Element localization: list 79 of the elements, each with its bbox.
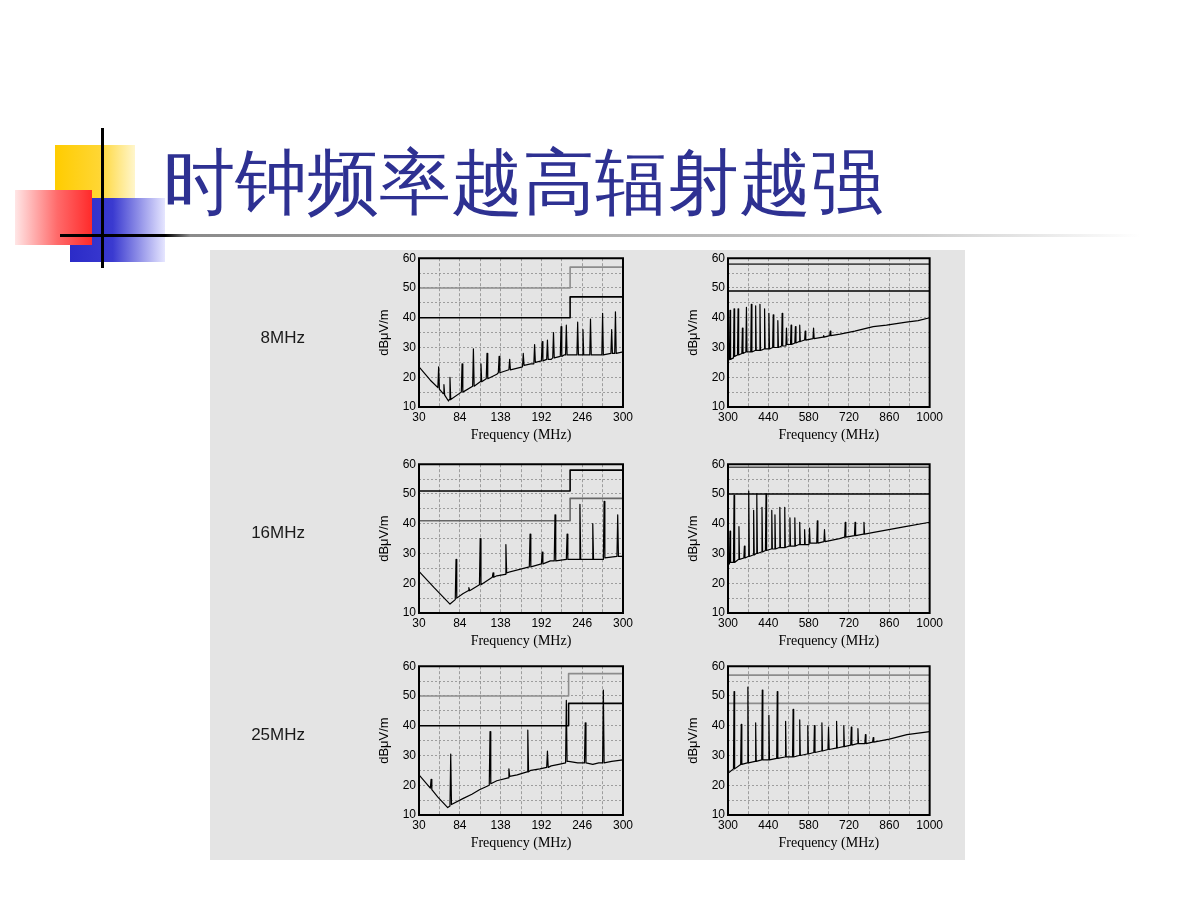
- x-tick-label: 720: [838, 817, 860, 832]
- y-tick-label: 40: [711, 516, 726, 531]
- x-tick-label: 580: [798, 615, 819, 630]
- x-tick-label: 246: [572, 409, 593, 424]
- x-tick-label: 246: [572, 615, 593, 630]
- y-axis-title: dBμV/m: [376, 515, 392, 562]
- y-tick-label: 30: [711, 545, 726, 560]
- y-tick-label: 40: [711, 310, 726, 325]
- y-tick-label: 20: [402, 575, 417, 590]
- x-tick-label: 138: [490, 615, 511, 630]
- x-tick-label: 1000: [916, 409, 944, 424]
- x-axis-title: Frequency (MHz): [778, 427, 880, 444]
- x-tick-label: 440: [758, 409, 779, 424]
- x-tick-label: 720: [838, 409, 860, 424]
- y-tick-label: 30: [711, 747, 726, 762]
- x-tick-label: 440: [758, 817, 779, 832]
- y-tick-label: 40: [711, 718, 726, 733]
- x-axis-title: Frequency (MHz): [470, 427, 572, 444]
- y-tick-label: 20: [402, 777, 417, 792]
- x-tick-label: 440: [758, 615, 779, 630]
- y-tick-label: 40: [402, 516, 417, 531]
- x-tick-label: 138: [490, 409, 511, 424]
- y-axis-title: dBμV/m: [685, 515, 701, 562]
- x-tick-label: 300: [717, 409, 739, 424]
- x-tick-label: 192: [531, 817, 552, 832]
- y-tick-label: 60: [711, 456, 726, 471]
- y-tick-label: 60: [402, 250, 417, 265]
- x-tick-label: 138: [490, 817, 511, 832]
- y-axis-title: dBμV/m: [685, 717, 701, 764]
- y-tick-label: 20: [402, 369, 417, 384]
- y-tick-label: 50: [711, 688, 726, 703]
- y-tick-label: 30: [402, 545, 417, 560]
- text: 16MHz: [251, 523, 305, 543]
- x-tick-label: 246: [572, 817, 593, 832]
- y-tick-label: 60: [711, 658, 726, 673]
- text: 25MHz: [251, 725, 305, 745]
- x-tick-label: 300: [612, 409, 634, 424]
- y-tick-label: 40: [402, 718, 417, 733]
- x-tick-label: 1000: [916, 817, 944, 832]
- y-tick-label: 20: [711, 575, 726, 590]
- y-tick-label: 40: [402, 310, 417, 325]
- x-axis-title: Frequency (MHz): [470, 633, 572, 650]
- x-tick-label: 860: [879, 817, 900, 832]
- y-tick-label: 50: [711, 486, 726, 501]
- y-tick-label: 20: [711, 369, 726, 384]
- y-axis-title: dBμV/m: [376, 717, 392, 764]
- x-tick-label: 1000: [916, 615, 944, 630]
- x-tick-label: 300: [717, 817, 739, 832]
- y-tick-label: 30: [711, 339, 726, 354]
- x-tick-label: 84: [453, 409, 467, 424]
- x-tick-label: 580: [798, 409, 819, 424]
- x-tick-label: 84: [453, 615, 467, 630]
- x-tick-label: 300: [612, 615, 634, 630]
- y-tick-label: 60: [402, 456, 417, 471]
- text: 8MHz: [260, 328, 305, 348]
- y-axis-title: dBμV/m: [376, 309, 392, 356]
- y-tick-label: 30: [402, 747, 417, 762]
- x-tick-label: 860: [879, 409, 900, 424]
- y-tick-label: 50: [402, 486, 417, 501]
- x-tick-label: 300: [717, 615, 739, 630]
- x-axis-title: Frequency (MHz): [778, 835, 880, 852]
- x-axis-title: Frequency (MHz): [470, 835, 572, 852]
- x-axis-title: Frequency (MHz): [778, 633, 880, 650]
- x-tick-label: 192: [531, 615, 552, 630]
- x-tick-label: 84: [453, 817, 467, 832]
- y-tick-label: 50: [402, 688, 417, 703]
- y-tick-label: 60: [402, 658, 417, 673]
- x-tick-label: 860: [879, 615, 900, 630]
- x-tick-label: 580: [798, 817, 819, 832]
- y-tick-label: 60: [711, 250, 726, 265]
- x-tick-label: 192: [531, 409, 552, 424]
- y-axis-title: dBμV/m: [685, 309, 701, 356]
- y-tick-label: 50: [402, 280, 417, 295]
- x-tick-label: 720: [838, 615, 860, 630]
- y-tick-label: 50: [711, 280, 726, 295]
- chart-title: 时钟频率越高辐射越强: [163, 140, 883, 224]
- y-tick-label: 30: [402, 339, 417, 354]
- y-tick-label: 20: [711, 777, 726, 792]
- x-tick-label: 300: [612, 817, 634, 832]
